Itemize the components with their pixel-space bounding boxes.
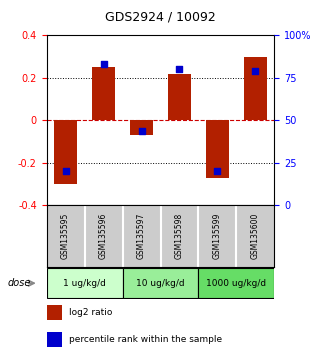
Point	[177, 67, 182, 72]
Bar	[198, 268, 274, 298]
Point	[253, 68, 258, 74]
Point	[215, 169, 220, 174]
Point	[101, 62, 106, 67]
Bar	[47, 332, 63, 347]
Text: GSM135596: GSM135596	[99, 213, 108, 259]
Text: 10 ug/kg/d: 10 ug/kg/d	[136, 279, 185, 288]
Text: dose: dose	[8, 278, 31, 288]
Text: 1 ug/kg/d: 1 ug/kg/d	[63, 279, 106, 288]
Text: log2 ratio: log2 ratio	[69, 308, 113, 317]
Bar	[54, 120, 77, 184]
Bar	[123, 268, 198, 298]
Point	[139, 128, 144, 133]
Bar	[92, 67, 115, 120]
Text: GSM135599: GSM135599	[213, 213, 222, 259]
Point	[63, 169, 68, 174]
Text: GDS2924 / 10092: GDS2924 / 10092	[105, 11, 216, 24]
Bar	[244, 57, 267, 120]
Text: GSM135600: GSM135600	[251, 213, 260, 259]
Bar	[47, 304, 63, 320]
Bar	[130, 120, 153, 135]
Bar	[47, 268, 123, 298]
Bar	[168, 74, 191, 120]
Text: percentile rank within the sample: percentile rank within the sample	[69, 335, 222, 344]
Text: GSM135598: GSM135598	[175, 213, 184, 259]
Bar	[206, 120, 229, 178]
Text: GSM135595: GSM135595	[61, 213, 70, 259]
Text: GSM135597: GSM135597	[137, 213, 146, 259]
Text: 1000 ug/kg/d: 1000 ug/kg/d	[206, 279, 266, 288]
